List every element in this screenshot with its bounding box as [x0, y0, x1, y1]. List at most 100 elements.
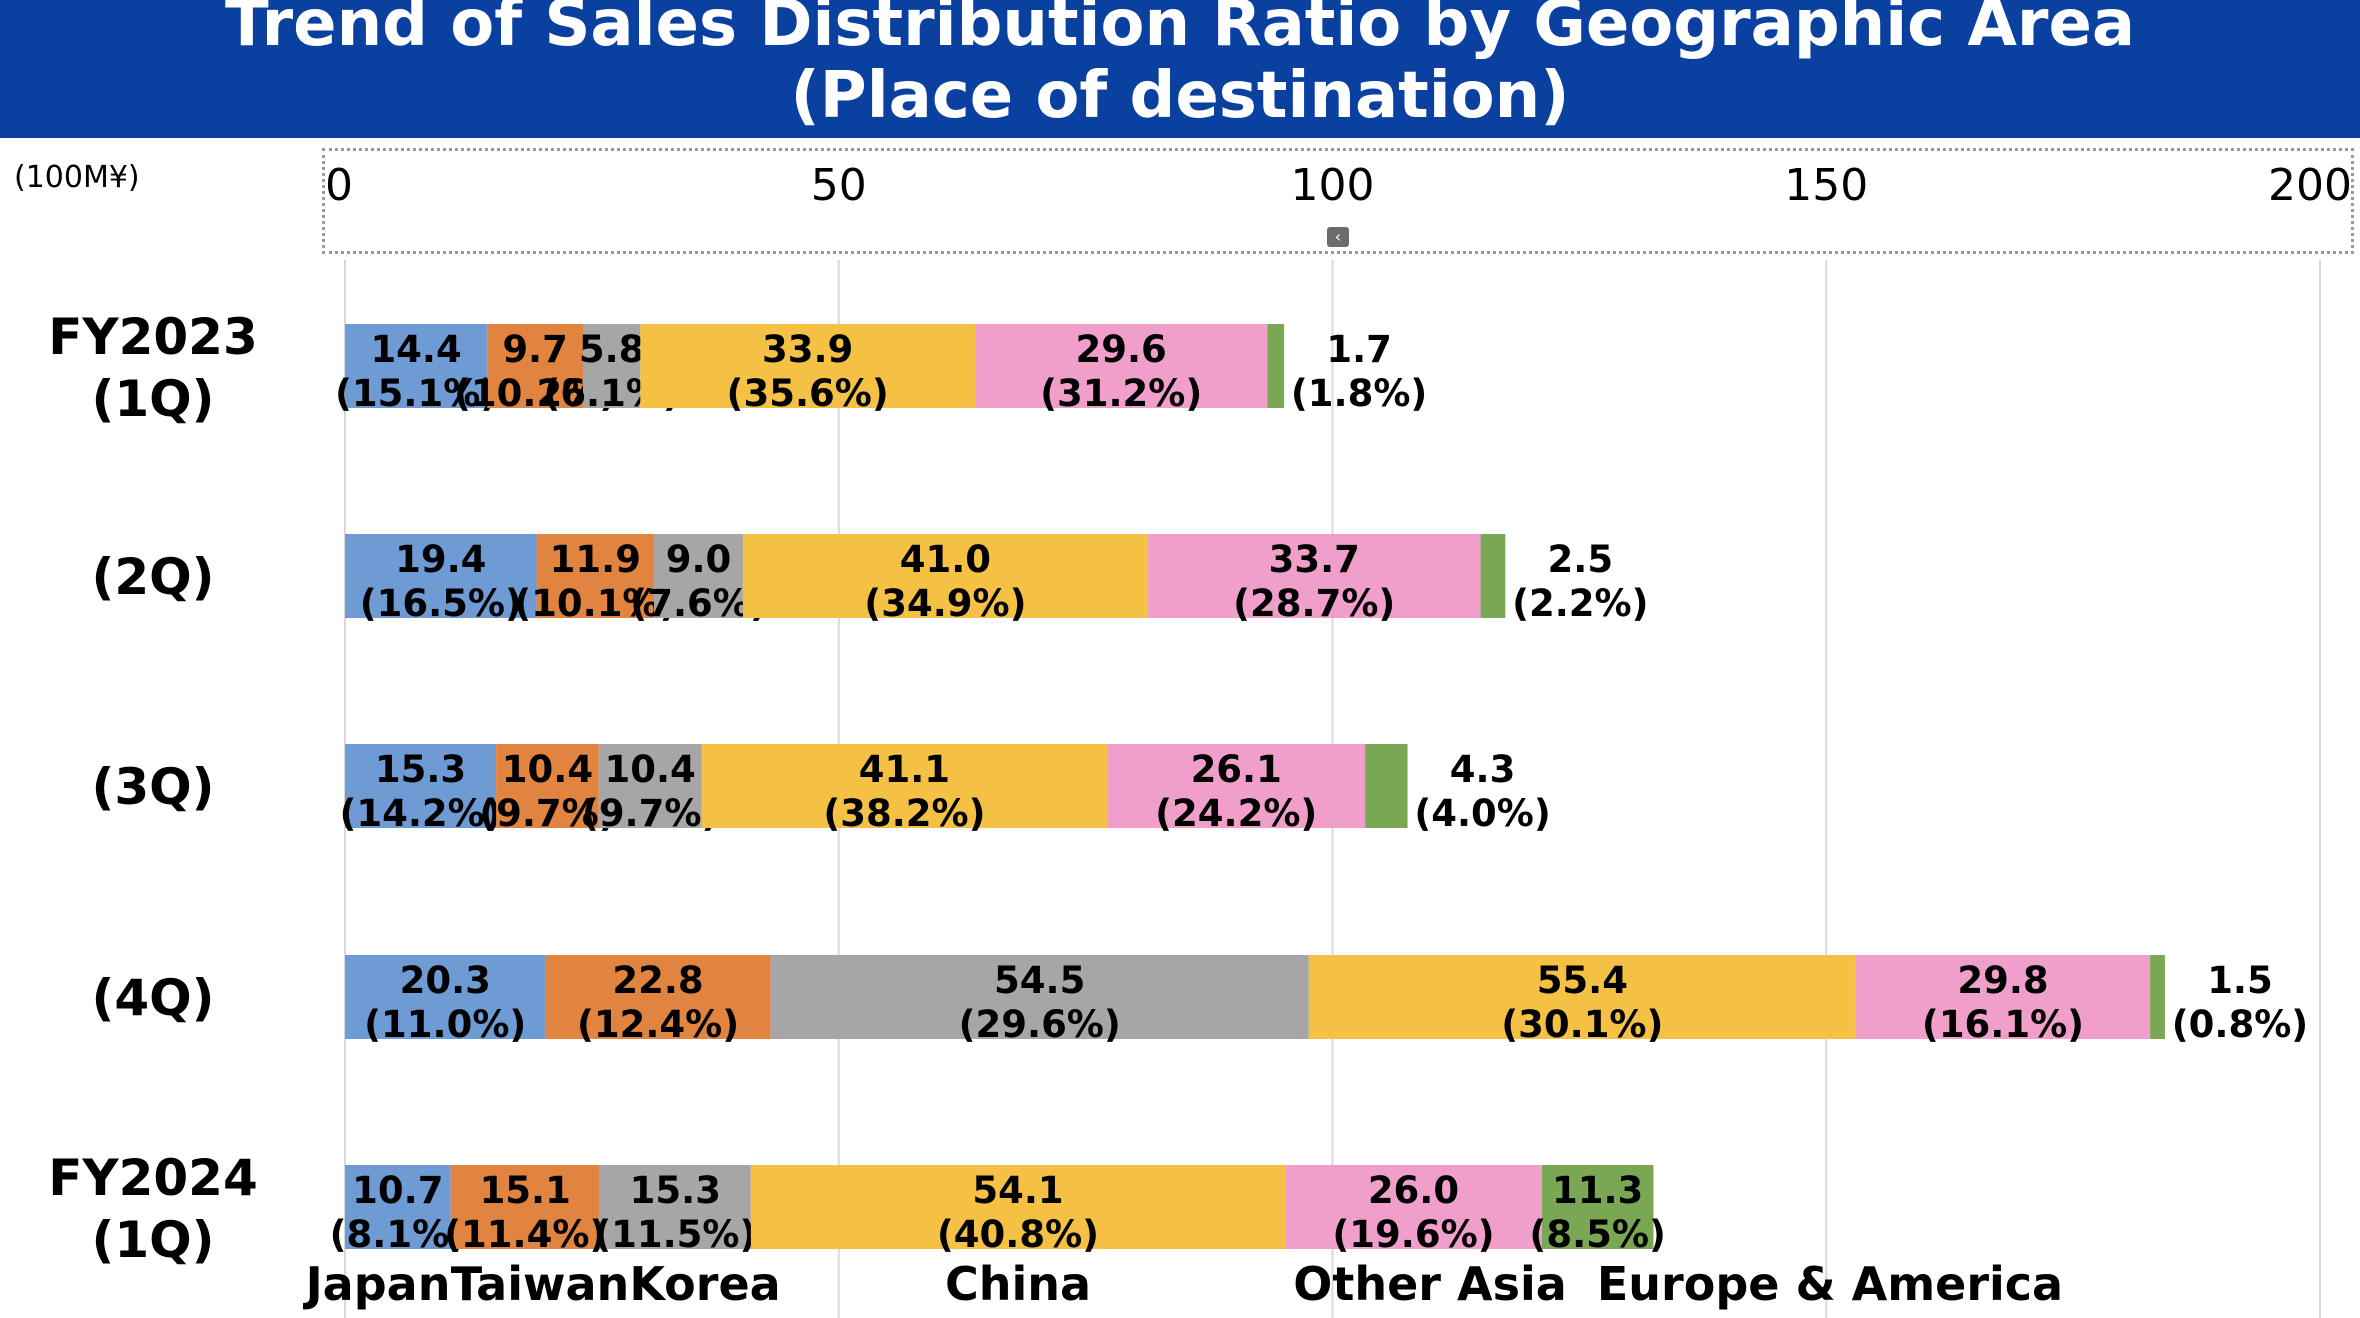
bar-segment	[1541, 1165, 1654, 1249]
data-label: (2.2%)	[1512, 582, 1648, 625]
bar-segment	[545, 955, 771, 1039]
data-label: (11.5%)	[594, 1213, 756, 1256]
data-label: 14.4	[370, 328, 461, 371]
data-label: (15.1%)	[335, 372, 497, 415]
data-label: 55.4	[1537, 959, 1628, 1002]
bar-segment	[345, 324, 488, 408]
data-label: (29.6%)	[959, 1003, 1121, 1046]
data-label: (38.2%)	[823, 792, 985, 835]
data-label: 26.1	[1191, 748, 1282, 791]
bar-segment	[582, 324, 641, 408]
data-label: (14.2%)	[339, 792, 501, 835]
data-label: (10.1%)	[514, 582, 676, 625]
data-label: (16.1%)	[1922, 1003, 2084, 1046]
category-label: FY2024	[48, 1149, 258, 1207]
data-label: (0.8%)	[2172, 1003, 2308, 1046]
data-label: 22.8	[612, 959, 703, 1002]
bar-segment	[345, 744, 497, 828]
data-label: (11.4%)	[444, 1213, 606, 1256]
bar-segment	[1107, 744, 1366, 828]
data-label: (28.7%)	[1233, 582, 1395, 625]
unit-label: (100M¥)	[14, 160, 140, 195]
data-label: 20.3	[400, 959, 491, 1002]
legend-label: Other Asia	[1293, 1257, 1567, 1311]
bar-segment	[654, 534, 743, 618]
bar-segment	[1308, 955, 1856, 1039]
bar-segment	[536, 534, 655, 618]
bar-segment	[1480, 534, 1506, 618]
bar-segment	[742, 534, 1148, 618]
category-label: (1Q)	[92, 370, 215, 428]
data-label: (34.9%)	[864, 582, 1026, 625]
data-label: (40.8%)	[937, 1213, 1099, 1256]
bar-segment	[345, 1165, 451, 1249]
chevron-left-icon[interactable]: ‹	[1327, 227, 1349, 247]
x-tick-label: 0	[325, 160, 353, 211]
bar-segment	[770, 955, 1309, 1039]
data-label: 2.5	[1548, 538, 1614, 581]
data-label: 29.8	[1957, 959, 2048, 1002]
bar-segment	[1855, 955, 2151, 1039]
data-label: (12.4%)	[577, 1003, 739, 1046]
data-label: (1.8%)	[1291, 372, 1427, 415]
category-label: FY2023	[48, 308, 258, 366]
data-label: 1.7	[1326, 328, 1392, 371]
data-label: 41.0	[900, 538, 991, 581]
data-label: 1.5	[2207, 959, 2273, 1002]
data-label: (35.6%)	[727, 372, 889, 415]
data-label: 54.1	[972, 1169, 1063, 1212]
data-label: 29.6	[1076, 328, 1167, 371]
bar-segment	[1267, 324, 1285, 408]
data-label: (4.0%)	[1414, 792, 1550, 835]
data-label: 11.9	[550, 538, 641, 581]
data-label: (8.5%)	[1529, 1213, 1665, 1256]
chart-title-line1: Trend of Sales Distribution Ratio by Geo…	[224, 0, 2136, 61]
data-label: 33.9	[762, 328, 853, 371]
data-label: 19.4	[395, 538, 486, 581]
data-label: 9.0	[666, 538, 732, 581]
bar-segment	[1285, 1165, 1542, 1249]
bar-segment	[750, 1165, 1286, 1249]
bar-segment	[1365, 744, 1408, 828]
data-label: 11.3	[1552, 1169, 1643, 1212]
bar-segment	[450, 1165, 600, 1249]
bar-segment	[345, 534, 537, 618]
bar-segment	[345, 955, 546, 1039]
bar-segment	[975, 324, 1268, 408]
x-tick-label: 200	[2268, 160, 2352, 211]
data-label: (31.2%)	[1040, 372, 1202, 415]
data-label: 15.3	[630, 1169, 721, 1212]
legend-label: Japan	[303, 1257, 451, 1311]
data-label: 41.1	[859, 748, 950, 791]
data-label: 26.0	[1368, 1169, 1459, 1212]
data-label: (11.0%)	[364, 1003, 526, 1046]
legend-label: Europe & America	[1597, 1257, 2063, 1311]
bar-segment	[2150, 955, 2165, 1039]
bar-segment	[496, 744, 599, 828]
bar-segment	[640, 324, 976, 408]
data-label: (30.1%)	[1501, 1003, 1663, 1046]
data-label: 4.3	[1450, 748, 1516, 791]
data-label: 10.4	[604, 748, 695, 791]
x-tick-label: 150	[1784, 160, 1868, 211]
category-label: (4Q)	[92, 969, 215, 1027]
axis-scroll-region[interactable]	[322, 148, 2354, 254]
data-label: (9.7%)	[582, 792, 718, 835]
chart-title-line2: (Place of destination)	[790, 59, 1570, 133]
data-label: (19.6%)	[1332, 1213, 1494, 1256]
data-label: (9.7%)	[479, 792, 615, 835]
category-label: (3Q)	[92, 758, 215, 816]
category-label: (1Q)	[92, 1211, 215, 1269]
title-banner: Trend of Sales Distribution Ratio by Geo…	[0, 0, 2360, 138]
data-label: 5.8	[579, 328, 645, 371]
data-label: (8.1%)	[330, 1213, 466, 1256]
bar-segment	[598, 744, 702, 828]
data-label: 15.1	[480, 1169, 571, 1212]
data-label: 15.3	[375, 748, 466, 791]
data-label: 33.7	[1269, 538, 1360, 581]
data-label: 54.5	[994, 959, 1085, 1002]
x-tick-label: 100	[1291, 160, 1375, 211]
category-label: (2Q)	[92, 548, 215, 606]
x-tick-label: 50	[811, 160, 867, 211]
